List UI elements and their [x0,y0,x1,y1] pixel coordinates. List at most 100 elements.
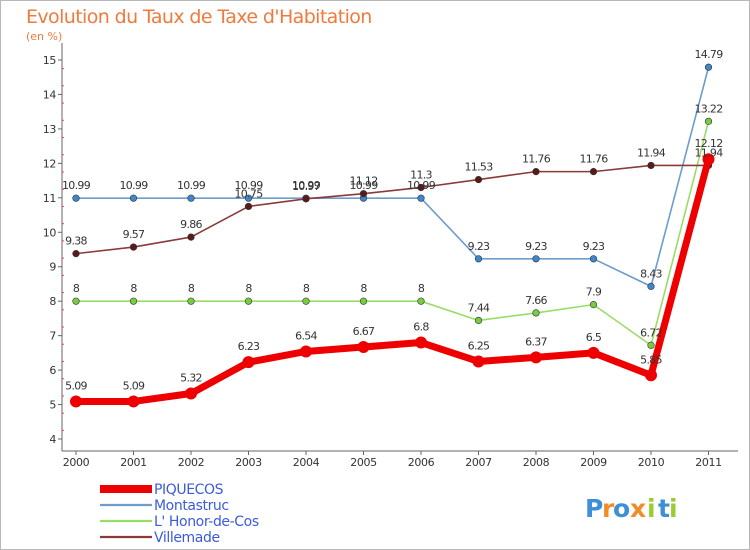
y-tick-label: 8 [49,295,56,308]
y-tick-label: 14 [43,88,57,101]
data-point-l-honor-de-cos [244,297,253,305]
data-point-piquecos [587,346,600,359]
x-tick-label: 2003 [235,456,262,469]
data-point-villemade [589,168,598,176]
legend-label-l-honor-de-cos: L' Honor-de-Cos [154,514,259,530]
y-tick-label: 11 [43,192,56,205]
data-point-piquecos [702,153,715,166]
data-label-montastruc: 8.43 [640,267,662,280]
data-label-villemade: 9.86 [180,218,202,231]
y-tick-label: 9 [49,261,56,274]
data-label-piquecos: 6.25 [468,339,490,352]
x-tick-label: 2000 [63,456,90,469]
axes: 4 5 6 7 8 9 10 11 12 13 14 15 2000 2001 2002 2003 2004 20… [43,43,738,469]
data-labels: 5.09 5.09 5.32 6.23 6.54 6.67 6.8 6.25 6.37 6.5 5.… [62,48,724,392]
data-label-villemade: 11.94 [695,146,724,159]
x-tick-label: 2010 [638,456,665,469]
data-label-l-honor-de-cos: 13.22 [695,102,723,115]
data-point-villemade [359,190,368,198]
data-label-montastruc: 10.99 [292,179,321,192]
data-point-l-honor-de-cos [532,309,540,317]
logo-letter: r [602,494,615,523]
data-label-l-honor-de-cos: 7.66 [525,294,547,307]
data-label-l-honor-de-cos: 7.44 [468,301,490,314]
data-label-piquecos: 12.12 [695,137,723,150]
x-tick-label: 2005 [350,456,377,469]
logo-letter: o [613,494,630,523]
data-point-piquecos [530,351,542,364]
y-tick-label: 4 [49,433,56,446]
data-point-l-honor-de-cos [417,297,425,305]
data-point-montastruc [589,255,598,263]
data-point-montastruc [417,194,425,202]
data-point-montastruc [532,255,540,263]
x-tick-label: 2001 [120,456,146,469]
data-point-montastruc [704,63,713,71]
data-label-piquecos: 6.5 [586,331,602,344]
data-label-montastruc: 10.99 [407,179,436,192]
series-line-l-honor-de-cos [76,121,710,347]
data-point-l-honor-de-cos [302,297,310,305]
data-label-villemade: 11.12 [350,175,378,188]
data-label-piquecos: 6.23 [238,340,260,353]
data-label-l-honor-de-cos: 8 [360,282,367,295]
data-point-villemade [647,161,655,170]
logo-letter: P [585,494,603,523]
data-point-l-honor-de-cos [704,117,713,125]
data-point-piquecos [472,355,485,368]
data-label-montastruc: 10.99 [62,179,91,192]
logo-letter: t [658,494,670,523]
data-point-montastruc [244,194,253,202]
data-label-piquecos: 5.85 [640,353,662,366]
data-point-villemade [187,233,195,241]
data-label-villemade: 10.75 [235,187,264,200]
x-tick-label: 2004 [293,456,320,469]
data-label-l-honor-de-cos: 8 [130,282,137,295]
data-point-piquecos [242,356,255,369]
data-point-l-honor-de-cos [474,316,483,325]
data-point-l-honor-de-cos [187,297,195,305]
data-point-villemade [532,168,540,176]
data-point-l-honor-de-cos [72,297,80,305]
data-label-piquecos: 6.54 [295,329,317,342]
logo-letter: i [647,494,656,523]
data-point-montastruc [72,194,80,202]
data-point-piquecos [357,341,370,354]
data-label-montastruc: 9.23 [468,240,490,253]
data-label-l-honor-de-cos: 8 [418,282,425,295]
legend-label-montastruc: Montastruc [154,498,229,514]
data-point-piquecos [645,369,657,382]
data-point-montastruc [474,255,483,263]
series-line-villemade [75,164,709,255]
data-label-piquecos: 5.09 [65,379,87,392]
y-tick-label: 12 [43,157,56,170]
y-tick-label: 5 [49,399,56,412]
data-point-piquecos [415,336,427,349]
data-point-l-honor-de-cos [589,301,598,309]
data-point-villemade [129,243,138,251]
series-line-piquecos [76,158,712,405]
logo-letter: x [630,494,646,523]
series-line-montastruc [76,67,710,288]
data-label-montastruc: 10.99 [235,179,264,192]
data-label-montastruc: 10.99 [177,179,206,192]
data-label-montastruc: 10.99 [350,179,379,192]
data-point-villemade [474,175,483,184]
data-point-piquecos [70,395,82,408]
data-label-montastruc: 14.79 [695,48,724,61]
x-tick-label: 2008 [523,456,550,469]
data-label-piquecos: 6.37 [525,335,547,348]
data-point-montastruc [647,282,655,290]
data-label-l-honor-de-cos: 8 [245,282,252,295]
data-label-villemade: 11.94 [637,146,666,159]
data-label-l-honor-de-cos: 6.72 [640,326,662,339]
y-tick-label: 13 [43,123,57,136]
data-label-piquecos: 5.32 [180,372,202,385]
legend-label-piquecos: PIQUECOS [154,482,224,498]
data-point-l-honor-de-cos [359,297,368,305]
data-label-piquecos: 6.8 [413,321,429,334]
data-point-villemade [417,183,425,192]
